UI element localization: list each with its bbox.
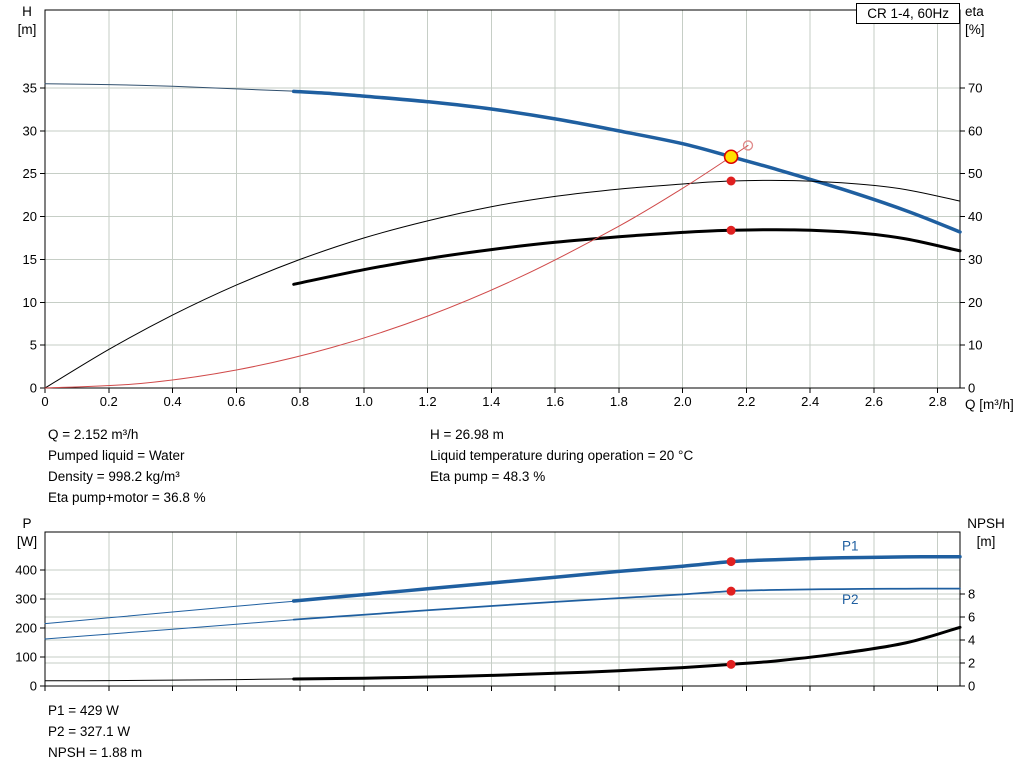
series-p2-curve xyxy=(292,587,961,621)
svg-text:35: 35 xyxy=(23,81,37,96)
grid-lines xyxy=(44,532,960,687)
readout-flow: Q = 2.152 m³/h xyxy=(48,427,139,442)
eta-axis-title: eta [%] xyxy=(965,3,1021,39)
svg-text:30: 30 xyxy=(23,123,37,138)
series-label-p1: P1 xyxy=(842,538,859,553)
npsh-axis-title: NPSH [m] xyxy=(960,515,1012,551)
svg-text:10: 10 xyxy=(23,295,37,310)
svg-text:5: 5 xyxy=(30,338,37,353)
svg-text:1.4: 1.4 xyxy=(482,394,500,409)
svg-text:0: 0 xyxy=(30,381,37,396)
svg-text:20: 20 xyxy=(23,209,37,224)
eta-axis-unit: [%] xyxy=(965,22,985,37)
series-eta-pump xyxy=(44,179,961,389)
p-axis-quantity: P xyxy=(22,516,32,531)
svg-text:100: 100 xyxy=(15,649,37,664)
svg-text:1.0: 1.0 xyxy=(355,394,373,409)
h-axis-quantity: H xyxy=(22,4,32,19)
readout-eta-pump-motor: Eta pump+motor = 36.8 % xyxy=(48,490,206,505)
axis-tick-labels: 0 100 200 300 400 0 2 4 6 8 xyxy=(15,562,975,693)
series-npsh-below-min-flow xyxy=(44,678,301,682)
svg-text:40: 40 xyxy=(968,209,982,224)
readout-column-left: Q = 2.152 m³/h Pumped liquid = Water Den… xyxy=(48,424,206,508)
readout-eta-pump: Eta pump = 48.3 % xyxy=(430,469,546,484)
svg-text:10: 10 xyxy=(968,338,982,353)
axis-ticks xyxy=(40,569,965,691)
readout-npsh: NPSH = 1.88 m xyxy=(48,745,143,760)
duty-point-marker[interactable] xyxy=(723,149,739,165)
series-npsh-curve xyxy=(292,625,962,681)
svg-text:300: 300 xyxy=(15,591,37,606)
svg-text:15: 15 xyxy=(23,252,37,267)
svg-text:0.2: 0.2 xyxy=(100,394,118,409)
plot-border xyxy=(44,9,961,389)
svg-text:1.8: 1.8 xyxy=(610,394,628,409)
readout-pumped-liquid: Pumped liquid = Water xyxy=(48,448,185,463)
svg-text:4: 4 xyxy=(968,632,975,647)
svg-text:0.4: 0.4 xyxy=(163,394,181,409)
npsh-axis-unit: [m] xyxy=(976,534,996,549)
svg-text:25: 25 xyxy=(23,166,37,181)
svg-text:0: 0 xyxy=(968,381,975,396)
svg-text:200: 200 xyxy=(15,620,37,635)
series-label-p2: P2 xyxy=(842,592,859,607)
svg-text:60: 60 xyxy=(968,123,982,138)
svg-text:2.2: 2.2 xyxy=(737,394,755,409)
svg-text:1.6: 1.6 xyxy=(546,394,564,409)
value-marker xyxy=(726,557,736,567)
value-marker xyxy=(726,659,736,669)
svg-text:2: 2 xyxy=(968,655,975,670)
svg-text:30: 30 xyxy=(968,252,982,267)
p-axis-unit: [W] xyxy=(16,534,38,549)
readout-column-bottom: P1 = 429 W P2 = 327.1 W NPSH = 1.88 m xyxy=(48,700,142,763)
h-axis-title: H [m] xyxy=(6,3,48,39)
grid-lines xyxy=(44,10,960,389)
svg-text:0.8: 0.8 xyxy=(291,394,309,409)
svg-text:2.4: 2.4 xyxy=(801,394,819,409)
series-system-curve xyxy=(44,144,749,389)
svg-text:0.6: 0.6 xyxy=(227,394,245,409)
pump-type-box: CR 1-4, 60Hz xyxy=(856,3,960,24)
open-circle-marker xyxy=(742,140,754,151)
value-marker xyxy=(726,176,736,186)
value-marker xyxy=(726,225,736,235)
svg-text:20: 20 xyxy=(968,295,982,310)
svg-text:50: 50 xyxy=(968,166,982,181)
value-marker xyxy=(726,586,736,596)
series-p2-below-min-flow xyxy=(44,618,301,640)
svg-text:8: 8 xyxy=(968,586,975,601)
series-h-below-min-flow xyxy=(44,83,301,92)
readout-p1: P1 = 429 W xyxy=(48,703,119,718)
svg-text:0: 0 xyxy=(41,394,48,409)
readout-density: Density = 998.2 kg/m³ xyxy=(48,469,180,484)
readout-liquid-temperature: Liquid temperature during operation = 20… xyxy=(430,448,694,463)
series-eta-pump-motor xyxy=(292,228,962,286)
readout-column-right: H = 26.98 m Liquid temperature during op… xyxy=(430,424,693,487)
series-p1-below-min-flow xyxy=(44,600,301,625)
axis-tick-labels: 0 5 10 15 20 25 30 35 0 10 20 30 40 50 60 70 0 0.2 0.4 0.6 0… xyxy=(23,81,983,410)
h-axis-unit: [m] xyxy=(17,22,37,37)
svg-text:1.2: 1.2 xyxy=(419,394,437,409)
readout-p2: P2 = 327.1 W xyxy=(48,724,131,739)
svg-text:400: 400 xyxy=(15,562,37,577)
series-h-curve xyxy=(291,89,962,234)
svg-text:6: 6 xyxy=(968,609,975,624)
q-axis-title: Q [m³/h] xyxy=(965,397,1014,412)
npsh-axis-quantity: NPSH xyxy=(967,516,1005,531)
svg-text:0: 0 xyxy=(968,679,975,694)
readout-head: H = 26.98 m xyxy=(430,427,504,442)
series-p1-curve xyxy=(291,554,962,603)
plot-border xyxy=(44,531,961,687)
svg-text:2.8: 2.8 xyxy=(929,394,947,409)
p-axis-title: P [W] xyxy=(6,515,48,551)
svg-text:2.0: 2.0 xyxy=(674,394,692,409)
axis-ticks xyxy=(40,87,965,393)
svg-text:70: 70 xyxy=(968,81,982,96)
eta-axis-quantity: eta xyxy=(965,4,984,19)
svg-text:2.6: 2.6 xyxy=(865,394,883,409)
svg-text:0: 0 xyxy=(30,679,37,694)
